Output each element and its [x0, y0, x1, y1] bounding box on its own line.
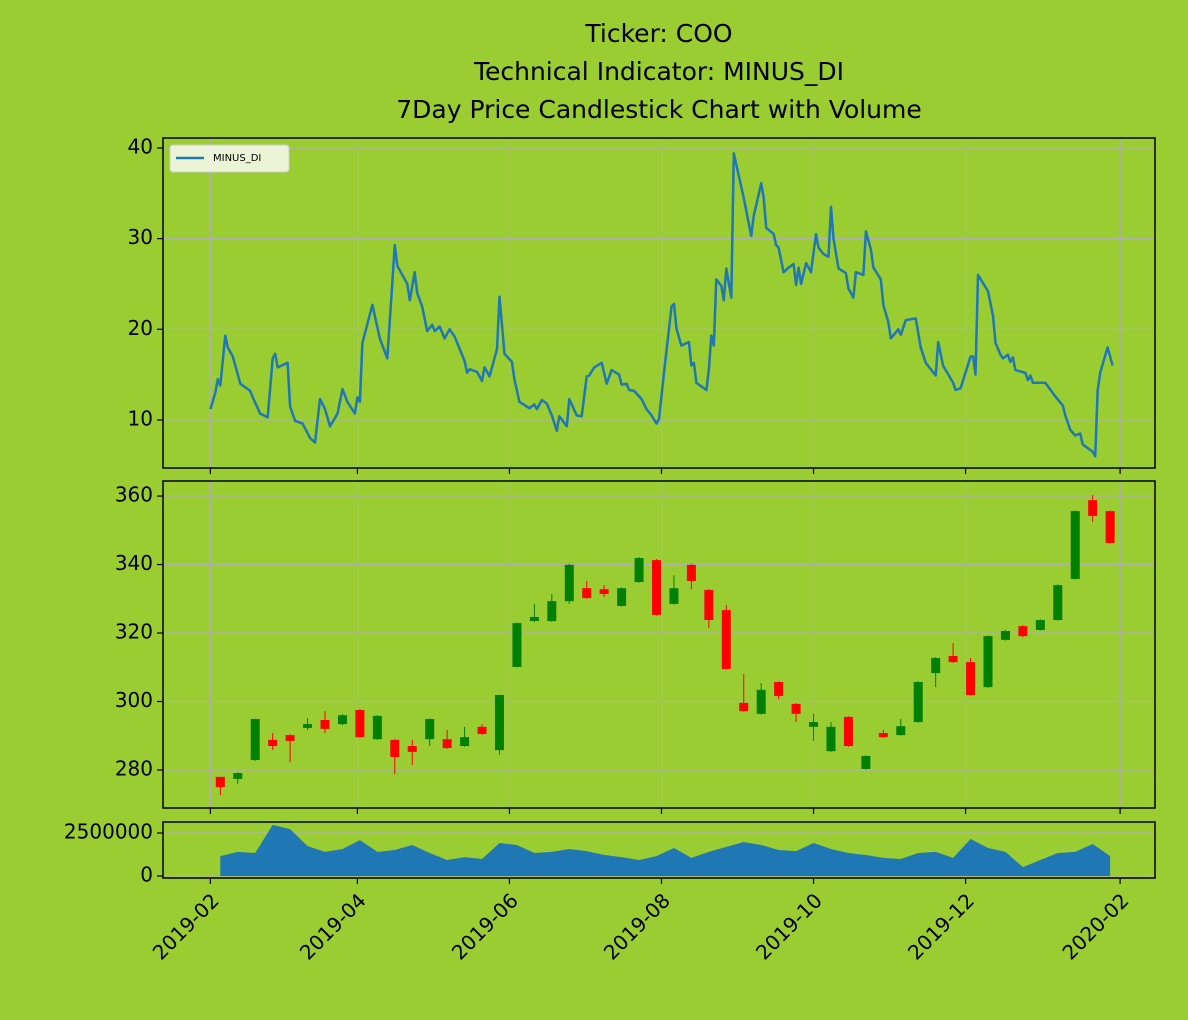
candle-body [756, 689, 766, 714]
candle-body [774, 681, 784, 697]
candle-body [1088, 500, 1098, 516]
candle-body [529, 616, 539, 622]
candle-body [355, 710, 365, 738]
candle-body [494, 695, 504, 751]
candle-body [599, 589, 609, 594]
candle-body [826, 726, 836, 752]
candle-body [303, 724, 313, 728]
candle-body [425, 718, 435, 740]
candle-body [669, 588, 679, 604]
candle-body [1018, 626, 1028, 637]
candle-body [285, 735, 295, 741]
candle-body [791, 703, 801, 714]
volume-area [220, 824, 1111, 877]
candle-body [372, 715, 382, 740]
candle-body [442, 739, 452, 749]
y-tick-label: 300 [115, 688, 153, 712]
candle-body [966, 662, 976, 696]
candle-body [1105, 511, 1115, 543]
plot-area [209, 152, 1114, 458]
panel-frame [162, 821, 1156, 879]
y-tick-label: 340 [115, 551, 153, 575]
candle-body [215, 776, 225, 788]
legend-label: MINUS_DI [213, 153, 261, 164]
candle-body [1070, 511, 1080, 579]
candle-body [547, 601, 557, 622]
candle-body [512, 623, 522, 667]
legend-box [169, 144, 290, 173]
candle-body [983, 636, 993, 688]
title-line: 7Day Price Candlestick Chart with Volume [396, 95, 922, 124]
candle-body [407, 746, 417, 752]
y-tick-label: 280 [115, 756, 153, 780]
candle-body [268, 739, 278, 747]
candle-body [617, 588, 627, 606]
panel-frame [162, 137, 1156, 469]
title-line: Technical Indicator: MINUS_DI [473, 57, 844, 86]
candle-body [809, 722, 819, 727]
candle-body [233, 773, 243, 779]
candle-body [686, 564, 696, 581]
candle-body [1035, 620, 1045, 630]
candle-body [460, 737, 470, 747]
line [209, 152, 1114, 458]
candle-body [913, 681, 923, 723]
candle-body [564, 564, 574, 602]
y-tick-label: 30 [128, 225, 153, 249]
candle-body [1053, 585, 1063, 621]
y-tick-label: 40 [128, 134, 153, 158]
y-tick-label: 360 [115, 483, 153, 507]
y-tick-label: 0 [140, 863, 153, 887]
candle-body [634, 558, 644, 583]
candle-body [739, 702, 749, 712]
panel-frame [162, 480, 1156, 809]
candle-body [896, 726, 906, 736]
candle-body [843, 716, 853, 747]
candle-body [390, 739, 400, 757]
candle-body [861, 755, 871, 769]
candle-body [250, 718, 260, 761]
y-tick-label: 2500000 [64, 820, 153, 844]
plot-area [215, 495, 1115, 795]
candle-body [1000, 630, 1010, 640]
candle-body [704, 589, 714, 621]
y-tick-label: 320 [115, 620, 153, 644]
candle-body [931, 658, 941, 674]
candle-body [878, 733, 888, 738]
y-tick-label: 20 [128, 316, 153, 340]
candle-body [582, 588, 592, 599]
candle-body [477, 726, 487, 735]
candle-body [721, 610, 731, 669]
candle-body [320, 720, 330, 729]
y-tick-label: 10 [128, 406, 153, 430]
candle-body [652, 560, 662, 615]
candle-body [337, 715, 347, 725]
title-line: Ticker: COO [584, 19, 732, 48]
plot-area [220, 824, 1111, 877]
candle-body [948, 655, 958, 663]
